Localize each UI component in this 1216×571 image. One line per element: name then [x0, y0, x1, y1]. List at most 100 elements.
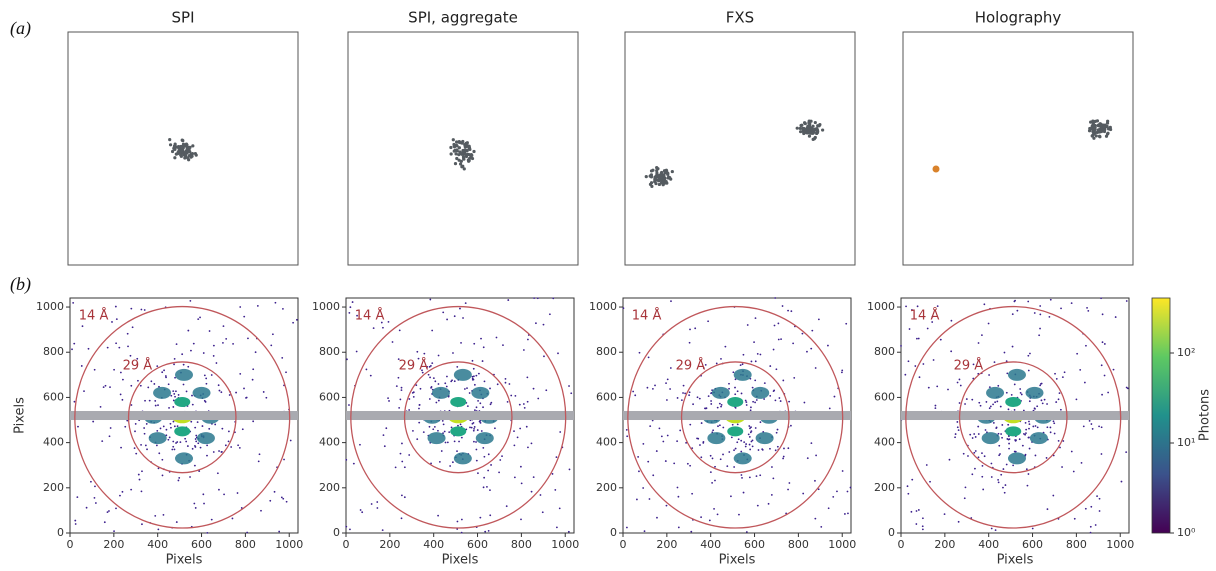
photon-hit	[1046, 426, 1049, 429]
photon-hit	[943, 513, 946, 516]
photon-hit	[121, 490, 124, 493]
photon-hit	[780, 338, 782, 341]
photon-hit	[252, 368, 255, 371]
photon-hit	[191, 394, 193, 397]
photon-hit	[738, 513, 740, 516]
photon-hit	[210, 374, 213, 376]
photon-hit	[458, 440, 460, 443]
photon-hit	[956, 381, 959, 384]
photon-hit	[664, 460, 667, 462]
beamstop	[70, 410, 298, 421]
molecule-atom	[813, 120, 817, 125]
photon-hit	[744, 399, 747, 402]
photon-hit	[195, 440, 198, 443]
photon-hit	[1041, 402, 1044, 405]
photon-hit	[1028, 447, 1031, 450]
x-tick-label: 0	[343, 538, 350, 551]
photon-hit	[90, 480, 92, 483]
photon-hit	[199, 316, 201, 319]
photon-hit	[175, 390, 177, 393]
photon-hit	[94, 485, 96, 488]
photon-hit	[355, 350, 358, 353]
molecule-atom	[1095, 119, 1100, 123]
photon-hit	[1100, 453, 1103, 455]
photon-hit	[113, 530, 115, 533]
photon-hit	[1033, 312, 1036, 314]
photon-hit	[691, 492, 694, 495]
photon-hit	[144, 399, 146, 402]
speckle	[1007, 452, 1026, 465]
photon-hit	[143, 432, 146, 435]
photon-hit	[1055, 377, 1058, 380]
photon-hit	[1091, 428, 1094, 430]
photon-hit	[513, 444, 516, 447]
photon-hit	[472, 378, 475, 381]
photon-hit	[398, 406, 401, 409]
photon-hit	[251, 378, 254, 381]
photon-hit	[710, 403, 713, 405]
photon-hit	[135, 452, 138, 455]
photon-hit	[217, 384, 220, 387]
photon-hit	[140, 308, 143, 311]
photon-hit	[745, 443, 748, 445]
photon-hit	[1025, 428, 1028, 431]
photon-hit	[106, 511, 109, 513]
photon-hit	[754, 401, 756, 404]
photon-hit	[1053, 422, 1056, 425]
photon-hit	[801, 332, 804, 335]
photon-hit	[346, 358, 348, 361]
photon-hit	[992, 422, 995, 424]
molecule-atom	[803, 121, 807, 125]
photon-hit	[984, 429, 987, 431]
photon-hit	[551, 473, 554, 475]
photon-hit	[974, 467, 976, 470]
photon-hit	[713, 507, 715, 510]
photon-hit	[652, 474, 655, 477]
molecule-atom	[668, 176, 672, 180]
photon-hit	[102, 386, 105, 389]
photon-hit	[397, 358, 400, 361]
photon-hit	[921, 525, 924, 528]
photon-hit	[708, 519, 711, 522]
photon-hit	[977, 425, 980, 428]
photon-hit	[480, 430, 483, 432]
photon-hit	[106, 346, 109, 349]
x-tick-label: 600	[1022, 538, 1043, 551]
photon-hit	[790, 310, 793, 313]
photon-hit	[992, 403, 994, 406]
photon-hit	[666, 399, 668, 401]
photon-hit	[676, 486, 679, 489]
photon-hit	[453, 380, 456, 383]
photon-hit	[176, 441, 179, 443]
photon-hit	[190, 349, 192, 352]
photon-hit	[1019, 391, 1022, 394]
photon-hit	[1059, 446, 1061, 449]
photon-hit	[748, 476, 751, 479]
photon-hit	[505, 505, 508, 508]
photon-hit	[846, 490, 849, 493]
photon-hit	[742, 491, 745, 494]
photon-hit	[558, 507, 561, 510]
photon-hit	[522, 403, 525, 405]
photon-hit	[810, 347, 813, 350]
photon-hit	[438, 461, 441, 463]
molecule-atom	[649, 169, 654, 173]
photon-hit	[971, 398, 974, 401]
photon-hit	[193, 464, 196, 467]
photon-hit	[740, 439, 743, 442]
photon-hit	[448, 431, 451, 433]
speckle	[711, 386, 730, 399]
photon-hit	[983, 303, 986, 306]
photon-hit	[476, 429, 479, 431]
photon-hit	[748, 443, 751, 446]
photon-hit	[1003, 491, 1006, 494]
molecule-atom	[1088, 126, 1092, 131]
photon-hit	[907, 360, 910, 363]
speckle	[1025, 386, 1044, 399]
molecule-atom	[464, 144, 468, 148]
photon-hit	[140, 490, 143, 493]
photon-hit	[202, 493, 205, 496]
photon-hit	[1039, 384, 1042, 387]
photon-hit	[740, 450, 743, 453]
panel-title: SPI, aggregate	[408, 9, 518, 27]
